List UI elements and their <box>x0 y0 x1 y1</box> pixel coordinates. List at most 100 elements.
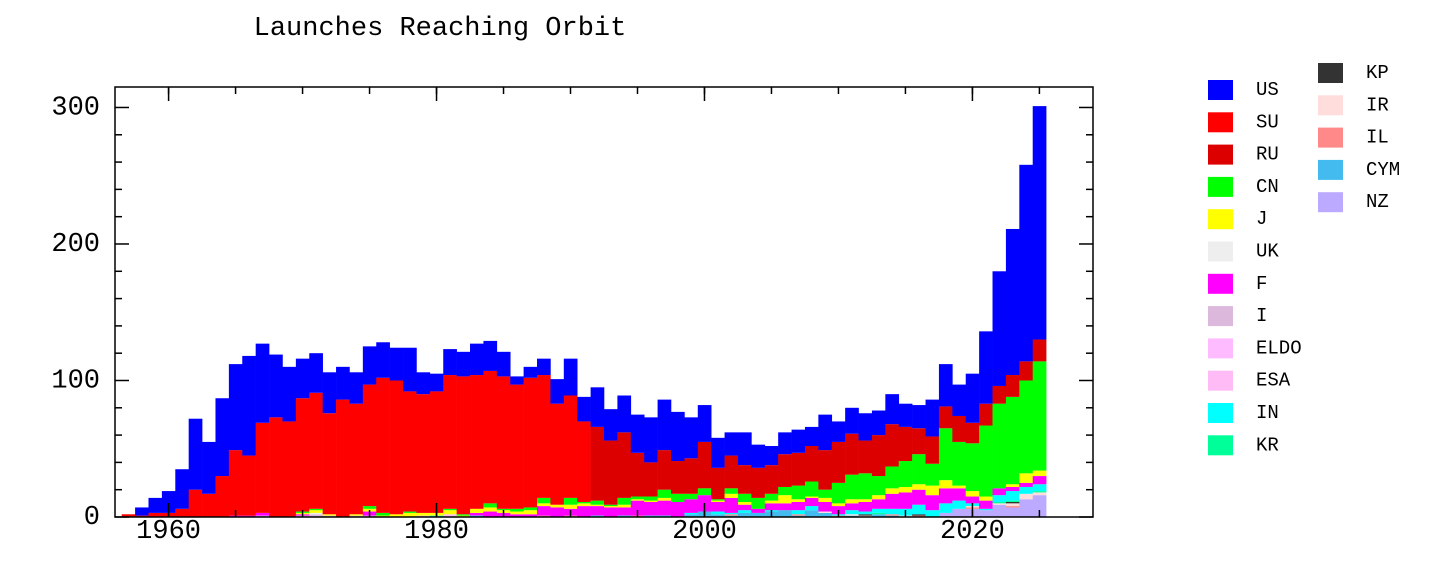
bar-segment <box>711 511 725 515</box>
bar-segment <box>242 455 256 516</box>
bar-segment <box>309 510 323 513</box>
bar-segment <box>804 496 819 498</box>
bar-segment <box>804 506 819 511</box>
bar-segment <box>938 406 953 429</box>
bar-segment <box>885 508 900 515</box>
bar-segment <box>1005 486 1020 492</box>
bar-segment <box>724 432 739 456</box>
bar-segment <box>979 403 993 426</box>
bar-segment <box>938 428 953 481</box>
bar-segment <box>523 366 538 378</box>
legend-swatch <box>1208 306 1233 327</box>
legend-label: IN <box>1256 402 1279 424</box>
bar-segment <box>898 461 913 487</box>
legend-label: IL <box>1366 127 1389 149</box>
bar-segment <box>885 488 900 494</box>
bar-segment <box>1032 491 1047 493</box>
bar-segment <box>590 506 605 516</box>
bar-segment <box>282 421 297 517</box>
bar-segment <box>510 376 524 385</box>
bar-segment <box>657 399 672 451</box>
bar-segment <box>845 510 859 515</box>
bar-segment <box>309 508 323 511</box>
bar-segment <box>952 488 967 501</box>
bar-segment <box>443 514 457 517</box>
bar-segment <box>322 514 337 516</box>
bar-segment <box>858 501 873 512</box>
bar-segment <box>617 504 632 508</box>
bar-segment <box>483 511 498 517</box>
bar-segment <box>711 501 725 512</box>
bar-segment <box>938 364 953 407</box>
bar-segment <box>630 499 645 501</box>
bar-segment <box>510 384 524 509</box>
bar-segment <box>670 461 685 494</box>
bar-segment <box>898 403 913 427</box>
bar-segment <box>845 503 859 511</box>
bar-segment <box>992 501 1007 504</box>
bar-segment <box>979 496 993 501</box>
bar-segment <box>711 514 725 517</box>
bar-segment <box>1019 486 1034 494</box>
bar-segment <box>818 414 833 451</box>
bar-segment <box>965 373 980 423</box>
bar-segment <box>885 493 900 509</box>
bar-segment <box>697 441 712 489</box>
legend-label: IR <box>1366 94 1389 116</box>
bar-segment <box>644 496 658 501</box>
bar-segment <box>858 511 873 515</box>
bar-segment <box>925 436 940 464</box>
legend-label: ESA <box>1256 370 1291 392</box>
bar-segment <box>429 373 444 392</box>
bar-segment <box>831 503 846 507</box>
bar-segment <box>898 486 913 493</box>
bar-segment <box>282 366 297 422</box>
bar-segment <box>255 343 270 423</box>
bar-segment <box>697 405 712 442</box>
bar-segment <box>362 346 377 385</box>
y-tick-label: 300 <box>51 94 100 124</box>
bar-segment <box>630 414 645 453</box>
bar-segment <box>577 506 591 517</box>
bar-segment <box>925 510 940 517</box>
bar-segment <box>885 394 900 425</box>
bar-segment <box>925 399 940 437</box>
bar-segment <box>590 504 605 507</box>
bar-segment <box>818 489 833 498</box>
bar-segment <box>804 481 819 497</box>
bar-segment <box>470 508 484 513</box>
bar-segment <box>751 444 766 468</box>
bar-segment <box>295 398 310 512</box>
bar-segment <box>1005 491 1020 501</box>
bar-segment <box>309 392 323 509</box>
bar-segment <box>871 512 886 515</box>
bar-segment <box>1019 493 1034 500</box>
bar-segment <box>724 488 739 494</box>
bar-segment <box>818 501 833 512</box>
bar-segment <box>1032 476 1047 485</box>
bar-segment <box>550 379 565 404</box>
bar-segment <box>711 437 725 468</box>
bar-segment <box>349 514 364 516</box>
bar-segment <box>1019 499 1034 517</box>
bar-segment <box>604 504 618 507</box>
bar-segment <box>590 387 605 427</box>
bar-segment <box>550 403 565 505</box>
bar-segment <box>1005 506 1020 508</box>
bar-segment <box>778 495 792 504</box>
bar-segment <box>938 480 953 489</box>
bar-segment <box>416 512 431 516</box>
bar-segment <box>1005 375 1020 397</box>
bar-segment <box>617 507 632 516</box>
bar-segment <box>510 511 524 515</box>
legend-label: ELDO <box>1256 337 1302 359</box>
bar-segment <box>992 504 1007 517</box>
bar-segment <box>764 500 779 504</box>
legend-label: KR <box>1256 434 1279 456</box>
bar-segment <box>429 391 444 513</box>
bar-segment <box>416 394 431 513</box>
bar-segment <box>577 501 591 504</box>
legend-swatch <box>1318 95 1343 116</box>
bar-segment <box>831 441 846 483</box>
bar-segment <box>577 421 591 502</box>
